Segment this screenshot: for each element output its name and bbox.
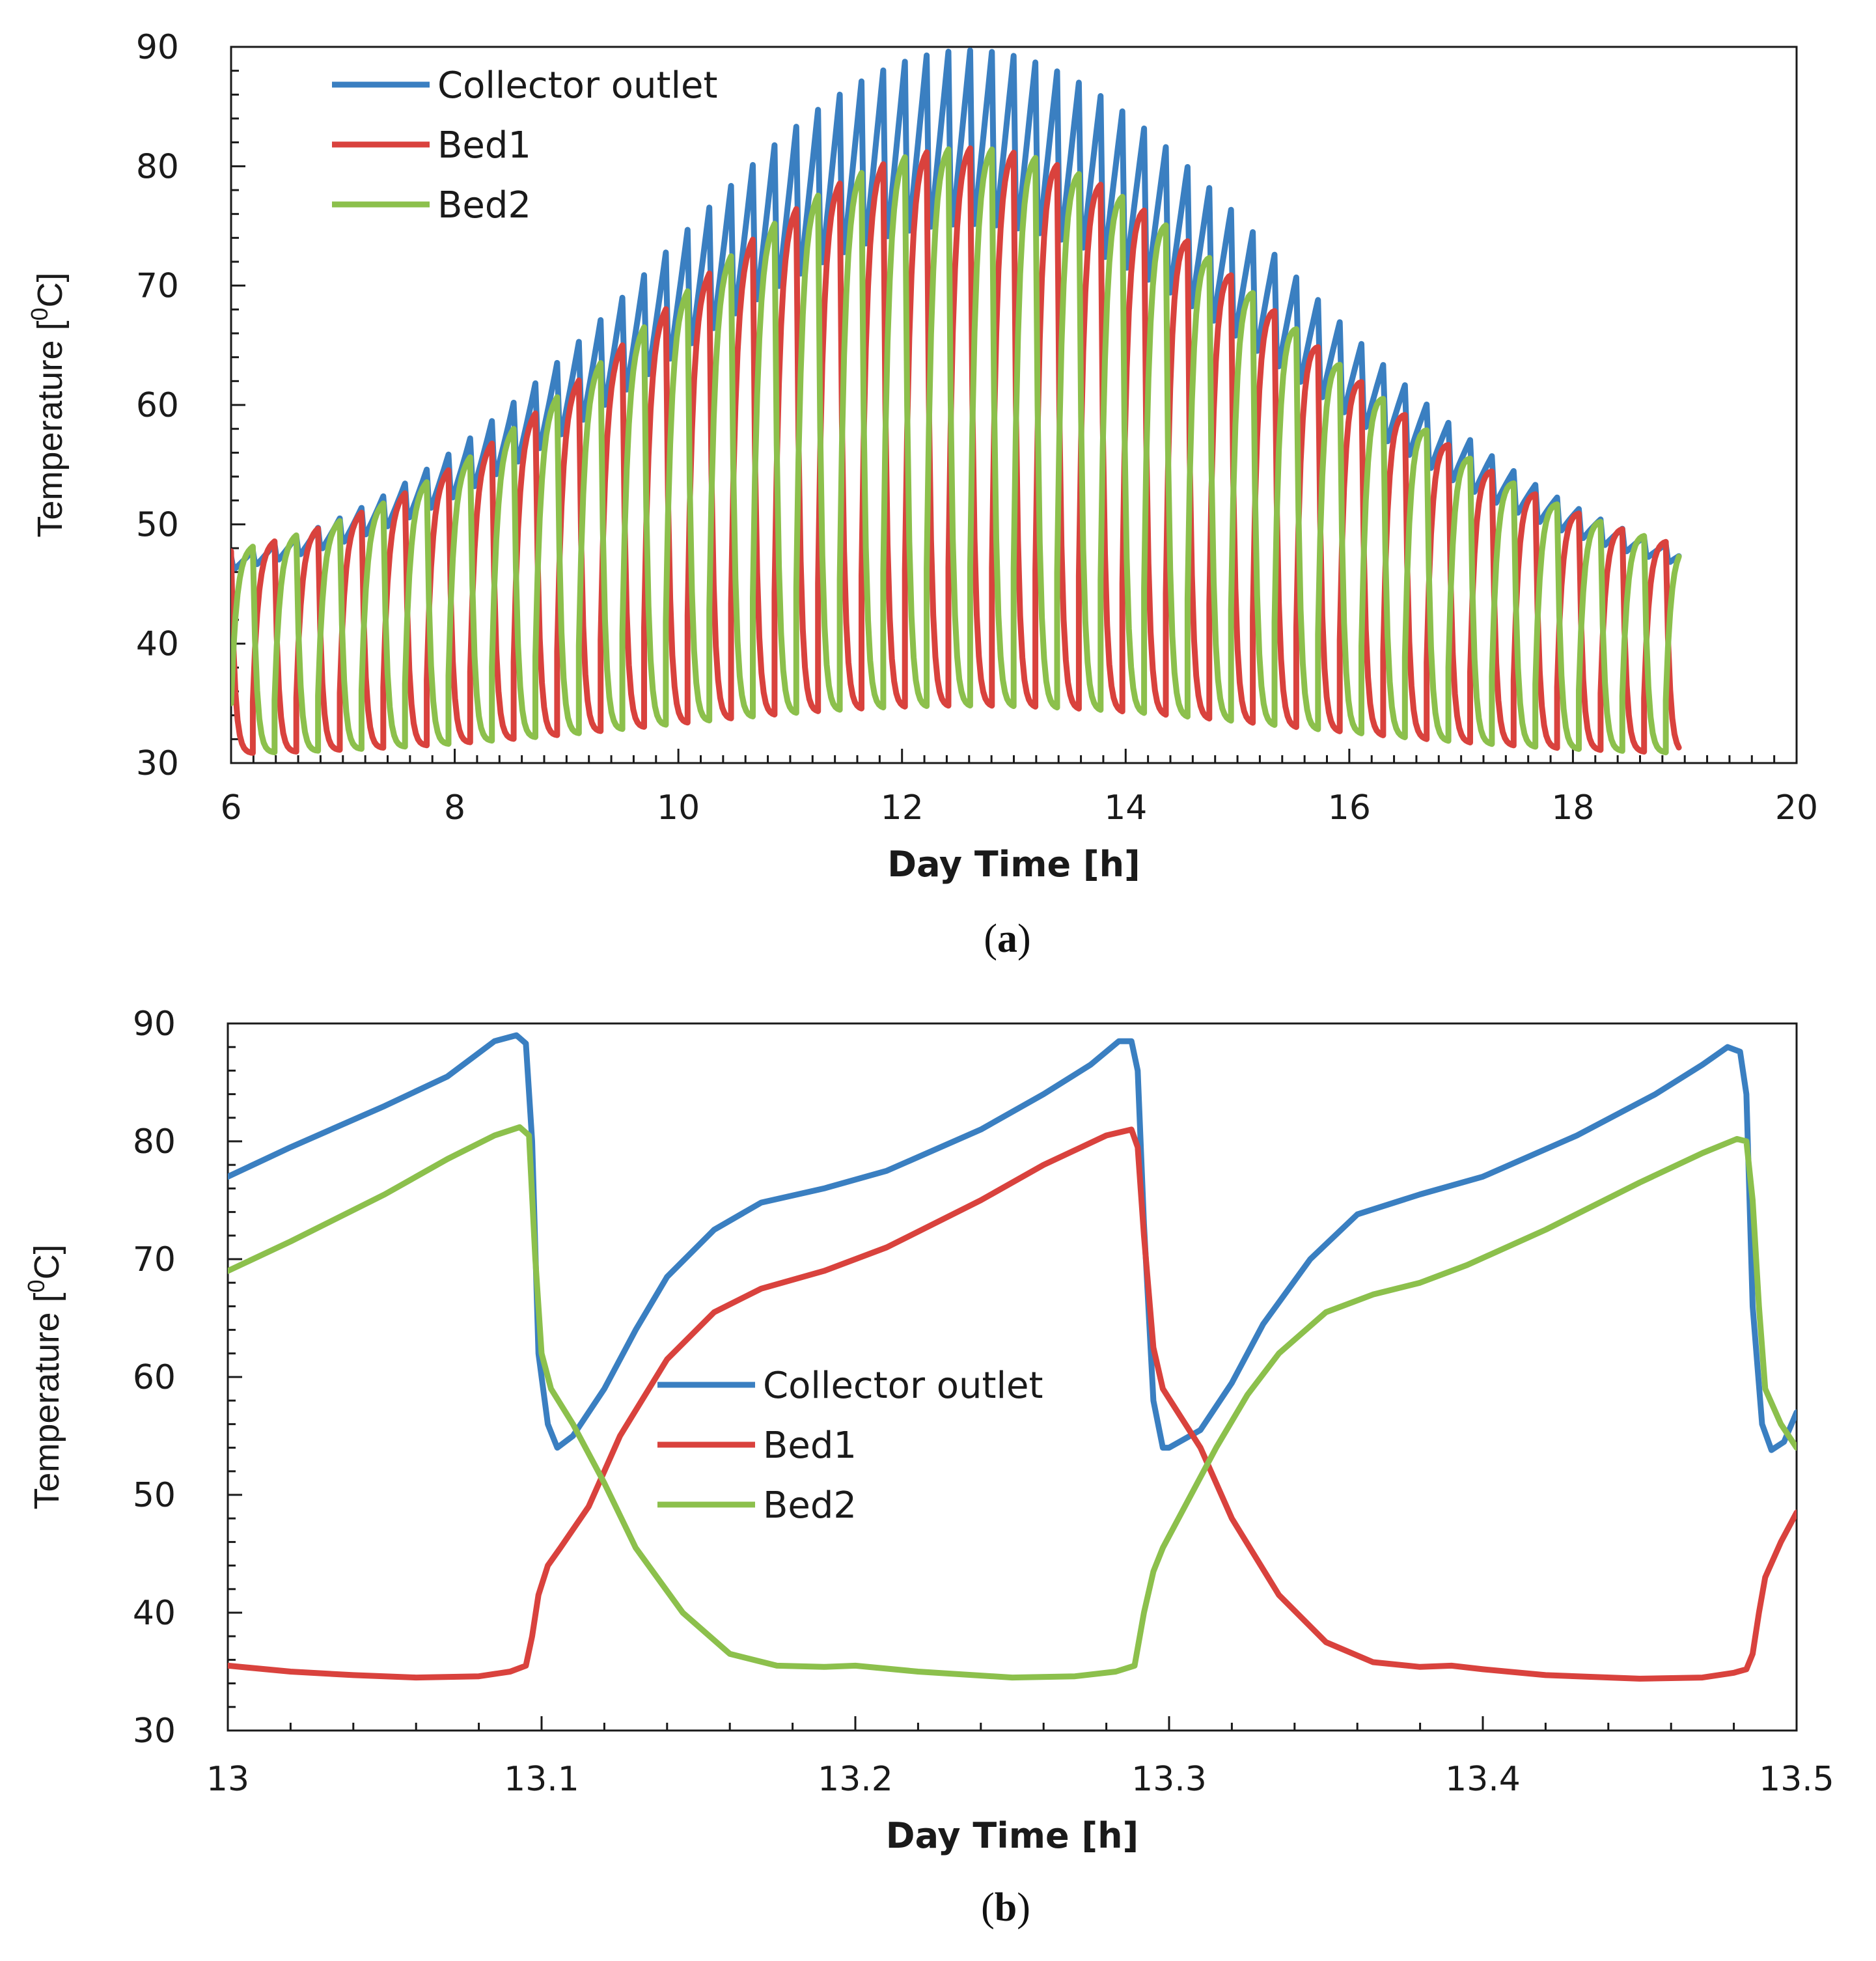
y-tick-label: 30 [133, 1712, 176, 1751]
x-tick-label: 18 [1551, 788, 1594, 828]
y-tick-label: 90 [133, 1005, 176, 1044]
y-axis-title-sup: 0 [26, 307, 53, 320]
series-bed2 [228, 1124, 1797, 1681]
series-group [228, 1032, 1797, 1682]
x-tick-label: 20 [1775, 788, 1818, 828]
x-axis-title: Day Time [h] [886, 1815, 1138, 1856]
legend-label: Collector outlet [437, 64, 717, 107]
y-tick-label: 50 [136, 505, 179, 544]
caption-open-paren: ( [981, 1885, 995, 1930]
caption-letter: b [995, 1885, 1017, 1930]
y-axis-title-sup: 0 [23, 1279, 49, 1292]
y-tick-label: 70 [133, 1240, 176, 1279]
chart-panel-b: 30 40 50 60 70 80 90 13 13.1 13.2 13.3 13.4 13.5 Coll… [23, 1005, 1834, 1930]
y-tick-label: 50 [133, 1476, 176, 1515]
caption-close-paren: ) [1017, 917, 1031, 961]
x-tick-label: 16 [1328, 788, 1371, 828]
y-axis-title-unit: C] [31, 272, 70, 307]
legend-label: Bed1 [437, 124, 531, 167]
y-axis-title-unit: C] [27, 1244, 66, 1279]
legend-label: Collector outlet [763, 1365, 1043, 1407]
y-axis-title-text: Temperature [ [27, 1292, 66, 1509]
legend-label: Bed1 [763, 1425, 857, 1467]
caption-open-paren: ( [984, 917, 997, 961]
caption-close-paren: ) [1017, 1885, 1030, 1930]
x-tick-label: 13.4 [1445, 1760, 1521, 1799]
series-bed2 [231, 146, 1682, 756]
y-tick-label: 40 [136, 625, 179, 664]
chart-panel-a: 30 40 50 60 70 80 90 6 8 10 12 14 16 18 20 Collector ou… [26, 28, 1818, 961]
x-tick-label: 13.1 [504, 1760, 579, 1799]
y-tick-label: 80 [133, 1122, 176, 1161]
caption-letter: a [997, 917, 1017, 961]
x-tick-label: 13.2 [818, 1760, 893, 1799]
y-tick-label: 60 [133, 1358, 176, 1397]
panel-caption: (a) [984, 917, 1030, 961]
x-axis-title: Day Time [h] [887, 844, 1140, 885]
y-axis-title: Temperature [0C] [23, 1244, 66, 1509]
y-axis-title: Temperature [0C] [26, 272, 70, 537]
series-group [231, 48, 1682, 756]
y-axis-title-text: Temperature [ [31, 320, 70, 537]
x-tick-label: 13.5 [1759, 1760, 1834, 1799]
y-tick-label: 70 [136, 267, 179, 306]
y-tick-label: 30 [136, 744, 179, 783]
x-tick-label: 14 [1104, 788, 1147, 828]
x-tick-label: 12 [881, 788, 924, 828]
x-tick-label: 8 [444, 788, 465, 828]
x-tick-label: 13 [206, 1760, 249, 1799]
panel-caption: (b) [981, 1885, 1030, 1930]
y-tick-label: 90 [136, 28, 179, 67]
y-tick-label: 40 [133, 1594, 176, 1633]
x-tick-label: 6 [220, 788, 241, 828]
x-tick-label: 10 [657, 788, 700, 828]
legend-label: Bed2 [763, 1484, 857, 1527]
series-bed1 [228, 1126, 1797, 1682]
y-tick-label: 60 [136, 386, 179, 425]
legend-label: Bed2 [437, 184, 531, 227]
y-tick-label: 80 [136, 147, 179, 186]
x-tick-label: 13.3 [1131, 1760, 1207, 1799]
